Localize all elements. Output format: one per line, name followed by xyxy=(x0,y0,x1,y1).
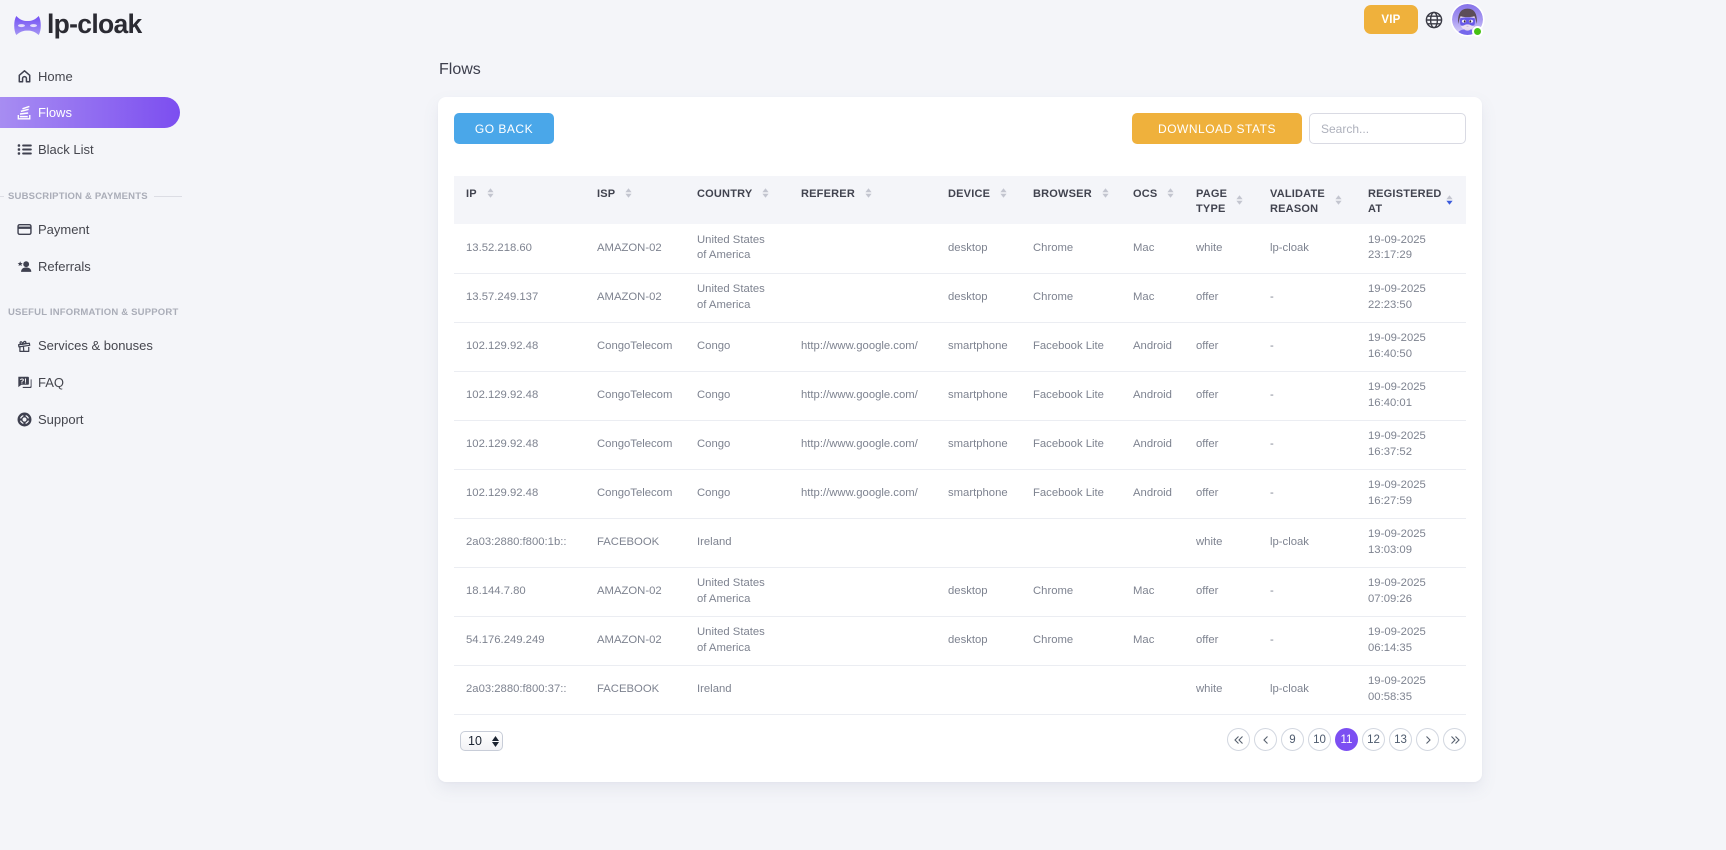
svg-text:?!: ?! xyxy=(19,376,26,385)
